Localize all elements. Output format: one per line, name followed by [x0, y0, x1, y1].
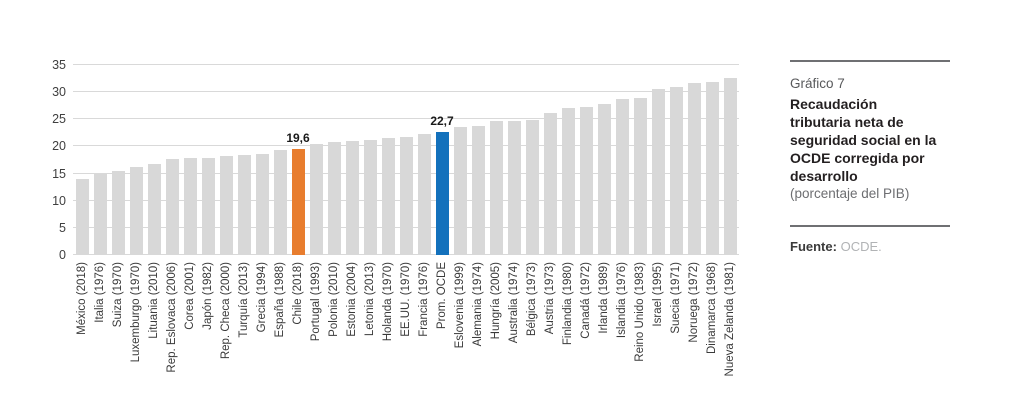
- bar: [363, 139, 377, 255]
- bar: [147, 163, 161, 255]
- bar: [597, 103, 611, 255]
- bar: [543, 113, 557, 255]
- bar: [417, 133, 431, 255]
- bar: [327, 142, 341, 255]
- bar: [219, 156, 233, 255]
- gridline-y30: [73, 91, 739, 93]
- x-axis-category-label: Alemania (1974): [472, 262, 484, 347]
- y-axis-tick-label: 20: [52, 139, 66, 154]
- x-axis-category-label: Hungría (2005): [490, 262, 502, 340]
- y-axis-tick-label: 10: [52, 193, 66, 208]
- x-axis-category-label: Polonia (2010): [328, 262, 340, 337]
- bar-chart-plot-area: 0 5 10 15 20 25 30 35 México (2018) Italia (1976)…: [52, 58, 739, 376]
- x-axis-category-label: Luxemburgo (1970): [130, 262, 142, 363]
- panel-top-rule: [790, 60, 950, 62]
- bar: [579, 107, 593, 255]
- x-axis-category-label: Estonia (2004): [346, 262, 358, 337]
- bar: [687, 83, 701, 255]
- source-label: Fuente:: [790, 239, 837, 254]
- bar: [633, 98, 647, 255]
- x-axis-category-label: Holanda (1970): [382, 262, 394, 342]
- x-axis-category-label: Dinamarca (1968): [706, 262, 718, 355]
- x-axis-category-label: Prom. OCDE: [436, 262, 448, 330]
- source-line: Fuente: OCDE.: [790, 239, 950, 254]
- x-axis-category-label: Canadá (1972): [580, 262, 592, 339]
- bar: [525, 120, 539, 255]
- x-axis-category-label: Irlanda (1989): [598, 262, 610, 334]
- x-axis-category-label: Suecia (1971): [670, 262, 682, 334]
- x-axis-category-label: Lituania (2010): [148, 262, 160, 339]
- bar: [651, 88, 665, 255]
- x-axis-category-label: Nueva Zelanda (1981): [724, 262, 736, 377]
- x-axis-category-label: España (1988): [274, 262, 286, 338]
- figure-subtitle: (porcentaje del PIB): [790, 186, 910, 201]
- bar: [489, 121, 503, 255]
- bar: [237, 154, 251, 255]
- bar: [273, 150, 287, 255]
- bar: [471, 125, 485, 255]
- x-axis-category-label: Portugal (1993): [310, 262, 322, 342]
- bar: [705, 81, 719, 255]
- x-axis-category-label: Israel (1995): [652, 262, 664, 327]
- bar-highlight-chile-: [291, 148, 305, 255]
- bar: [309, 143, 323, 255]
- bar-data-label: 22,7: [430, 113, 454, 128]
- bar: [381, 138, 395, 255]
- x-axis-category-label: Letonia (2013): [364, 262, 376, 337]
- bar: [561, 108, 575, 255]
- bar: [111, 171, 125, 255]
- y-axis-tick-label: 30: [52, 85, 66, 100]
- gridline-y35: [73, 64, 739, 65]
- y-axis-tick-label: 25: [52, 112, 66, 127]
- x-axis-category-label: Noruega (1972): [688, 262, 700, 343]
- x-axis-category-label: México (2018): [76, 262, 88, 335]
- x-axis-category-label: Suiza (1970): [112, 262, 124, 328]
- bar: [75, 179, 89, 255]
- x-axis-category-label: Grecia (1994): [256, 262, 268, 333]
- bar: [93, 174, 107, 255]
- bar-highlight-prom-ocde: [435, 131, 449, 255]
- bar: [255, 153, 269, 255]
- panel-bottom-rule: [790, 225, 950, 227]
- bar: [453, 126, 467, 255]
- x-axis-category-label: Reino Unido (1983): [634, 262, 646, 362]
- x-axis-category-label: Chile (2018): [292, 262, 304, 325]
- x-axis-category-label: Italia (1976): [94, 262, 106, 323]
- x-axis-category-label: Eslovenia (1999): [454, 262, 466, 349]
- bar: [615, 99, 629, 255]
- bar: [345, 141, 359, 255]
- y-axis-tick-label: 5: [59, 220, 66, 235]
- y-axis-tick-label: 15: [52, 166, 66, 181]
- caption-panel: Gráfico 7 Recaudación tributaria neta de…: [790, 60, 950, 254]
- x-axis-category-label: Francia (1976): [418, 262, 430, 337]
- bar: [165, 158, 179, 255]
- y-axis-tick-label: 0: [59, 248, 66, 262]
- x-axis-category-label: Finlandia (1980): [562, 262, 574, 346]
- bar: [183, 158, 197, 255]
- x-axis-category-label: EE.UU. (1970): [400, 262, 412, 337]
- x-axis-category-label: Rep. Checa (2000): [220, 262, 232, 360]
- source-value: OCDE.: [840, 239, 882, 254]
- bar: [669, 86, 683, 255]
- x-axis-category-label: Australia (1974): [508, 262, 520, 344]
- x-axis-category-label: Turquía (2013): [238, 262, 250, 338]
- bar: [723, 77, 737, 255]
- bar: [129, 167, 143, 255]
- x-axis-category-label: Corea (2001): [184, 262, 196, 330]
- gridline-y25: [73, 118, 739, 120]
- bar: [399, 136, 413, 255]
- bar: [201, 157, 215, 255]
- x-axis-category-label: Austria (1973): [544, 262, 556, 335]
- bar: [507, 120, 521, 255]
- figure-number-label: Gráfico 7: [790, 76, 845, 91]
- x-axis-category-label: Rep. Eslovaca (2006): [166, 262, 178, 373]
- figure-title: Recaudación tributaria neta de seguridad…: [790, 96, 937, 184]
- x-axis-category-label: Bélgica (1973): [526, 262, 538, 337]
- y-axis-tick-label: 35: [52, 58, 66, 72]
- x-axis-category-label: Japón (1982): [202, 262, 214, 330]
- x-axis-category-label: Islandia (1976): [616, 262, 628, 339]
- bar-data-label: 19,6: [286, 130, 310, 145]
